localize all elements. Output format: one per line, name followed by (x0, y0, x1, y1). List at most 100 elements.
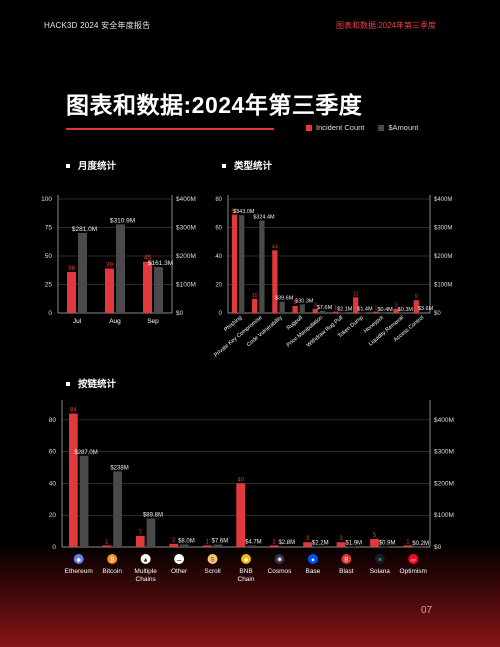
chain-ytick-left: 20 (49, 512, 57, 519)
chain-ytick-right: $300M (434, 449, 454, 456)
monthly-ytick-right: $400M (176, 196, 196, 203)
type-bar-incident (252, 298, 258, 313)
chain-label-incident: 1 (406, 539, 410, 545)
chain-category-label: Base (305, 568, 320, 575)
chain-bar-incident (102, 545, 112, 547)
type-ytick-left: 80 (215, 197, 222, 203)
type-label-incident: 3 (395, 303, 398, 309)
monthly-category-label: Sep (147, 318, 159, 325)
type-bar-amount (380, 312, 386, 314)
type-label-incident: 44 (272, 244, 278, 250)
monthly-category-label: Jul (73, 318, 82, 325)
chain-ytick-left: 40 (49, 480, 57, 487)
base-icon (307, 554, 318, 564)
chain-category-label: Optimism (400, 568, 427, 575)
type-label-incident: 3 (314, 303, 317, 309)
chain-bar-amount (146, 518, 156, 547)
chain-bar-amount (347, 546, 357, 548)
optimism-icon-glyph: OP (411, 558, 417, 562)
section-chain-title: 按链统计 (78, 379, 117, 390)
blast-icon (341, 554, 352, 564)
type-bar-amount (340, 312, 346, 314)
type-ytick-right: $300M (434, 226, 452, 232)
chain-label-incident: 5 (373, 533, 377, 539)
blast-icon-glyph: B (344, 557, 348, 563)
type-ytick-right: $0 (434, 311, 441, 317)
monthly-label-incident: 45 (144, 255, 152, 262)
type-bar-amount (420, 311, 427, 313)
type-ytick-left: 20 (215, 283, 222, 289)
monthly-label-incident: 36 (68, 265, 76, 272)
type-category-label: Withdraw Rug Pull (306, 315, 345, 349)
monthly-bar-amount (78, 232, 87, 313)
chain-label-amount: $238M (110, 465, 128, 471)
chain-bar-amount (313, 546, 323, 548)
chain-bar-amount (414, 546, 423, 548)
section-type-title: 类型统计 (234, 161, 273, 172)
chain-label-amount: $7.6M (212, 539, 229, 545)
chain-label-amount: $2.2M (312, 540, 329, 546)
type-label-amount: $0.3M (398, 307, 414, 313)
chain-label-incident: 84 (70, 408, 77, 414)
chain-bar-incident (269, 545, 279, 547)
section-monthly-title: 月度统计 (78, 161, 117, 172)
chain-ytick-left: 0 (52, 544, 56, 551)
chain-bar-amount (213, 544, 223, 547)
chain-label-amount: $89.8M (143, 512, 163, 518)
other-icon (174, 554, 185, 564)
type-label-incident: 9 (415, 294, 418, 300)
legend-incident-swatch (306, 125, 312, 132)
type-label-amount: $1.4M (357, 307, 373, 313)
chain-category-label: Chain (238, 576, 255, 583)
chain-ytick-left: 80 (49, 417, 57, 424)
chain-ytick-left: 60 (49, 449, 57, 456)
type-label-amount: $2.1M (337, 306, 353, 312)
chart-legend: Incident Count $Amount (306, 123, 418, 132)
type-category-label: Rugpull (286, 315, 304, 332)
type-bar-incident (312, 308, 318, 313)
chain-bar-incident (303, 542, 312, 547)
chain-category-label: Blast (339, 568, 354, 575)
ethereum-icon (73, 554, 84, 564)
type-bar-amount (360, 312, 366, 314)
type-label-amount: $343.0M (233, 209, 255, 215)
type-label-amount: $0.4M (377, 307, 393, 313)
chain-bar-amount (113, 471, 122, 547)
chain-category-label: Other (171, 568, 188, 575)
chain-ytick-right: $400M (434, 417, 454, 424)
page-number: 07 (421, 605, 433, 616)
type-label-incident: 69 (231, 209, 237, 215)
scroll-icon (207, 554, 218, 564)
type-category-label: Liquidity Removal (368, 315, 405, 348)
type-ytick-left: 0 (219, 311, 223, 317)
monthly-bar-amount (154, 267, 163, 313)
type-bar-amount (239, 215, 245, 313)
chain-ytick-right: $100M (434, 512, 454, 519)
chain-category-label: Cosmos (268, 568, 293, 575)
legend-amount: $Amount (378, 123, 418, 132)
optimism-icon (408, 554, 419, 564)
scroll-icon-glyph: S (211, 557, 215, 563)
type-ytick-right: $100M (434, 283, 452, 289)
type-label-incident: 10 (252, 293, 258, 299)
legend-amount-swatch (378, 125, 385, 132)
section-header: 图表和数据:2024年第三季度 (335, 21, 436, 30)
chain-label-incident: 40 (237, 477, 244, 483)
legend-incident-label: Incident Count (316, 123, 365, 132)
type-bar-amount (400, 312, 406, 314)
chain-label-incident: 1 (272, 539, 276, 545)
monthly-ytick-left: 50 (45, 253, 53, 260)
chain-bar-amount (280, 546, 290, 547)
type-label-amount: $30.3M (295, 298, 314, 304)
monthly-ytick-left: 25 (45, 282, 53, 289)
type-ytick-left: 40 (215, 254, 222, 260)
bitcoin-icon (107, 554, 118, 564)
chain-label-amount: $1.9M (345, 540, 362, 546)
base-icon-glyph: ● (311, 557, 315, 563)
ethereum-icon-glyph: ◆ (76, 557, 81, 563)
chain-bar-incident (336, 542, 346, 547)
type-bar-amount (319, 310, 326, 313)
chain-label-incident: 3 (306, 536, 310, 542)
type-bar-incident (292, 305, 298, 313)
chain-label-amount: $8.0M (178, 538, 195, 544)
